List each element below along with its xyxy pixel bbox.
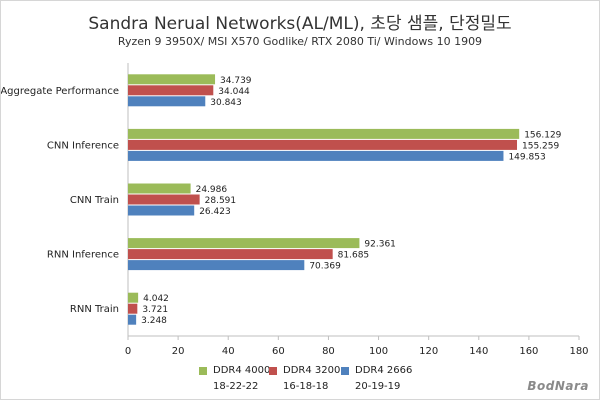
bar-ddr4-3200-aggregate-performance [128,85,214,96]
x-tick-label: 0 [125,346,131,357]
legend-timing-ddr4-4000: 18-22-22 [213,381,259,392]
category-label-aggregate-performance: Aggregate Performance [1,86,119,97]
bar-ddr4-3200-rnn-train [128,303,138,314]
x-tick-label: 60 [272,346,285,357]
bar-ddr4-4000-rnn-train [128,292,139,303]
value-label-ddr4-2666-cnn-inference: 149.853 [508,152,545,162]
bar-ddr4-3200-rnn-inference [128,249,333,260]
value-label-ddr4-4000-cnn-inference: 156.129 [524,130,561,140]
value-label-ddr4-2666-rnn-train: 3.248 [141,316,167,326]
value-label-ddr4-3200-cnn-inference: 155.259 [522,141,559,151]
value-label-ddr4-4000-aggregate-performance: 34.739 [220,76,252,86]
category-label-cnn-train: CNN Train [70,195,119,206]
legend-timing-ddr4-3200: 16-18-18 [283,381,329,392]
legend-swatch-ddr4-4000 [199,366,207,375]
x-tick-label: 20 [172,346,185,357]
x-tick-label: 80 [322,346,335,357]
legend-timing-ddr4-2666: 20-19-19 [355,381,401,392]
legend-item-ddr4-2666: DDR4 2666 20-19-19 [341,365,412,392]
bar-ddr4-4000-aggregate-performance [128,74,216,85]
x-tick-label: 160 [519,346,538,357]
x-tick-label: 120 [419,346,438,357]
value-label-ddr4-3200-rnn-train: 3.721 [142,305,168,315]
bar-ddr4-4000-cnn-inference [128,128,520,139]
value-label-ddr4-4000-rnn-inference: 92.361 [364,240,396,250]
watermark-logo: BodNara [527,379,589,393]
bar-ddr4-2666-aggregate-performance [128,96,206,107]
legend-item-ddr4-3200: DDR4 3200 16-18-18 [269,365,340,392]
value-label-ddr4-4000-rnn-train: 4.042 [143,294,169,304]
bar-ddr4-2666-cnn-train [128,205,195,216]
legend-swatch-ddr4-3200 [269,366,277,375]
bar-ddr4-4000-rnn-inference [128,238,360,249]
value-label-ddr4-2666-rnn-inference: 70.369 [309,262,341,272]
bar-ddr4-2666-rnn-inference [128,260,305,271]
bar-ddr4-3200-cnn-train [128,194,200,205]
bar-ddr4-2666-cnn-inference [128,150,504,161]
chart-title: Sandra Nerual Networks(AL/ML), 초당 샘플, 단정… [88,14,512,34]
value-label-ddr4-3200-aggregate-performance: 34.044 [218,87,250,97]
category-label-cnn-inference: CNN Inference [47,140,119,151]
bar-ddr4-2666-rnn-train [128,314,137,325]
category-label-rnn-train: RNN Train [70,304,119,315]
x-tick-label: 40 [222,346,235,357]
category-label-rnn-inference: RNN Inference [47,250,119,261]
value-label-ddr4-4000-cnn-train: 24.986 [196,185,228,195]
value-label-ddr4-2666-cnn-train: 26.423 [199,207,231,217]
value-label-ddr4-3200-cnn-train: 28.591 [205,196,237,206]
chart-subtitle: Ryzen 9 3950X/ MSI X570 Godlike/ RTX 208… [117,35,483,48]
legend-label-ddr4-4000: DDR4 4000 [213,365,271,376]
legend-label-ddr4-3200: DDR4 3200 [283,365,341,376]
value-label-ddr4-3200-rnn-inference: 81.685 [338,251,370,261]
legend-label-ddr4-2666: DDR4 2666 [355,365,413,376]
bar-ddr4-3200-cnn-inference [128,139,518,150]
x-tick-label: 140 [469,346,488,357]
value-label-ddr4-2666-aggregate-performance: 30.843 [210,98,242,108]
legend-swatch-ddr4-2666 [341,366,349,375]
x-tick-label: 100 [369,346,388,357]
legend-item-ddr4-4000: DDR4 4000 18-22-22 [199,365,270,392]
x-tick-label: 180 [569,346,588,357]
bar-ddr4-4000-cnn-train [128,183,191,194]
